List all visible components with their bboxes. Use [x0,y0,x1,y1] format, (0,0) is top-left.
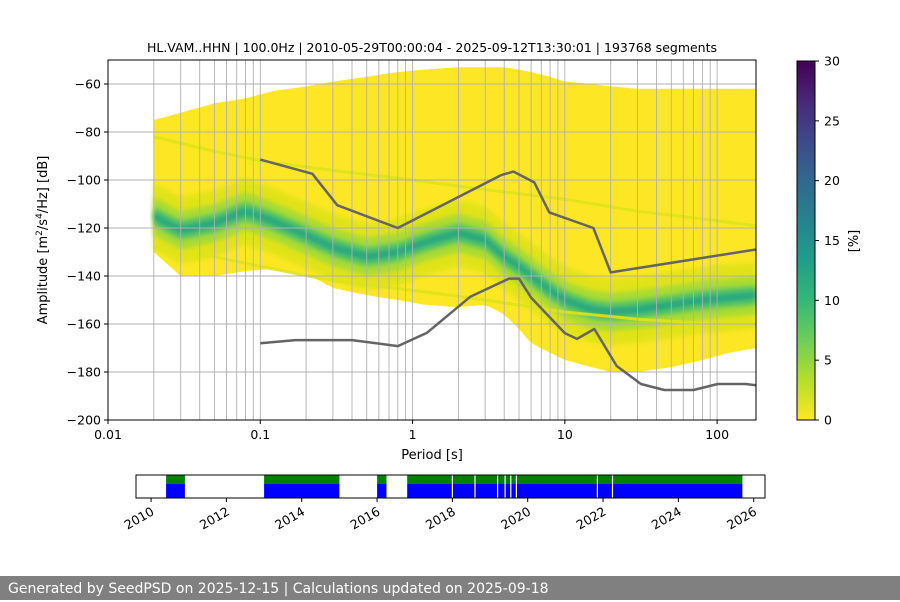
secondary-mode-line-2 [153,245,756,326]
y-tick-label: −180 [67,365,101,380]
processed-bar [377,475,387,484]
colorbar-tick-label: 0 [824,413,832,428]
year-tick-label: 2018 [423,504,458,533]
colorbar-tick-label: 10 [824,293,840,308]
x-tick-label: 0.1 [250,427,270,442]
year-tick-label: 2014 [272,504,307,533]
year-tick-label: 2010 [122,504,157,533]
year-tick-label: 2024 [649,504,684,533]
y-tick-label: −120 [67,221,101,236]
y-label-sup-2: 4 [35,213,45,219]
y-tick-label: −60 [75,77,101,92]
x-tick-label: 0.01 [94,427,122,442]
secondary-mode-line-1 [153,135,756,228]
y-tick-label: −100 [67,173,101,188]
colorbar-tick-label: 5 [824,353,832,368]
chart-title: HL.VAM..HHN | 100.0Hz | 2010-05-29T00:00… [147,40,717,55]
colorbar-tick-label: 20 [824,173,840,188]
timeline-frame [135,474,766,499]
colorbar-ticks: 0 5 10 15 20 25 30 [815,54,840,428]
processed-bar [166,475,185,484]
availability-timeline: 2010 2012 2014 2016 2018 2020 2022 2024 2026 [122,474,766,533]
y-label-part-3: /Hz] [dB] [36,156,51,214]
coverage-bar [166,484,185,498]
year-tick-label: 2012 [197,504,232,533]
y-axis: −200 −180 −160 −140 −120 −100 −80 −60 [67,77,108,428]
coverage-bar [264,484,340,498]
grid-lines [108,60,756,420]
psd-plot-area: 0.01 0.1 1 10 100 −200 −180 −160 −140 −120 −100 −8… [35,59,757,463]
footer-text: Generated by SeedPSD on 2025-12-15 | Cal… [8,581,549,597]
y-label-part-2: /s [36,219,51,230]
year-tick-label: 2022 [573,504,608,533]
psd-heatmap [153,67,756,372]
y-tick-label: −200 [67,413,101,428]
colorbar-gradient [796,60,816,421]
coverage-bar [407,484,743,498]
y-tick-label: −160 [67,317,101,332]
nhnm-line [259,158,756,274]
processed-bar [407,475,743,484]
year-tick-label: 2020 [498,504,533,533]
x-tick-label: 10 [557,427,573,442]
plot-frame [107,59,757,421]
availability-bars [166,475,743,498]
colorbar-tick-label: 25 [824,113,840,128]
colorbar-tick-label: 30 [824,54,840,69]
y-tick-label: −140 [67,269,101,284]
footer-bar: Generated by SeedPSD on 2025-12-15 | Cal… [0,576,900,600]
y-axis-label: Amplitude [m2/s4/Hz] [dB] [35,156,51,325]
x-tick-label: 1 [409,427,417,442]
year-axis: 2010 2012 2014 2016 2018 2020 2022 2024 2026 [122,498,759,533]
processed-bar [264,475,340,484]
colorbar-label: [%] [847,230,862,253]
x-axis-label: Period [s] [401,448,463,463]
nlnm-line [260,277,756,392]
y-tick-label: −80 [75,125,101,140]
colorbar: 0 5 10 15 20 25 30 [%] [796,54,862,428]
y-label-part-1: Amplitude [m [36,236,51,325]
colorbar-tick-label: 15 [824,233,840,248]
noise-model-curves [259,158,756,392]
x-axis: 0.01 0.1 1 10 100 [94,420,729,442]
year-tick-label: 2016 [348,504,383,533]
year-tick-label: 2026 [724,504,759,533]
density-band-core [153,208,756,316]
y-label-sup-1: 2 [35,230,45,236]
x-tick-label: 100 [705,427,729,442]
coverage-bar [377,484,387,498]
